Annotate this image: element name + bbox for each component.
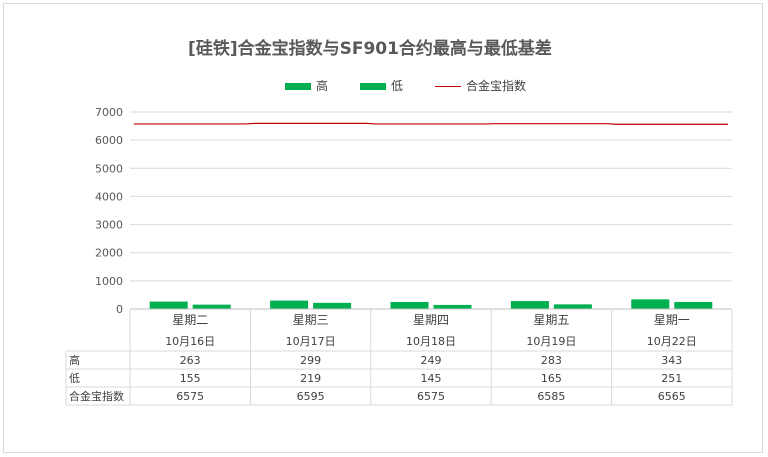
table-cell: 6595 <box>297 390 325 403</box>
table-cell: 343 <box>661 354 682 367</box>
table-cell: 283 <box>541 354 562 367</box>
legend-label-index: 合金宝指数 <box>466 79 527 93</box>
category-weekday-label: 星期一 <box>654 313 690 327</box>
legend-item-index: 合金宝指数 <box>435 77 526 94</box>
category-weekday-label: 星期三 <box>293 313 329 327</box>
y-tick-label: 3000 <box>95 219 123 232</box>
y-tick-label: 2000 <box>95 247 123 260</box>
table-cell: 219 <box>300 372 321 385</box>
table-cell: 263 <box>180 354 201 367</box>
table-cell: 249 <box>421 354 442 367</box>
category-date-label: 10月18日 <box>406 335 456 348</box>
bar-low <box>674 301 713 309</box>
table-cell: 6565 <box>658 390 686 403</box>
index-line <box>134 122 728 125</box>
table-cell: 6575 <box>417 390 445 403</box>
y-tick-label: 5000 <box>95 162 123 175</box>
legend-swatch-index <box>435 86 461 87</box>
legend-swatch-low <box>360 83 386 90</box>
y-tick-label: 6000 <box>95 134 123 147</box>
bar-low <box>192 304 231 309</box>
bar-low <box>553 304 592 309</box>
bar-low <box>313 302 352 309</box>
y-tick-label: 4000 <box>95 190 123 203</box>
table-cell: 145 <box>421 372 442 385</box>
y-tick-label: 7000 <box>95 106 123 119</box>
category-weekday-label: 星期五 <box>533 313 569 327</box>
legend-item-high: 高 <box>285 77 328 94</box>
table-cell: 6585 <box>537 390 565 403</box>
bar-low <box>433 304 472 309</box>
category-date-label: 10月16日 <box>165 335 215 348</box>
legend-swatch-high <box>285 83 311 90</box>
table-cell: 6575 <box>176 390 204 403</box>
legend-item-low: 低 <box>360 77 403 94</box>
category-date-label: 10月19日 <box>526 335 576 348</box>
category-date-label: 10月17日 <box>286 335 336 348</box>
table-row-label: 高 <box>69 353 80 367</box>
bar-high <box>270 300 309 309</box>
category-weekday-label: 星期四 <box>413 313 449 327</box>
table-cell: 155 <box>180 372 201 385</box>
bar-high <box>149 301 188 309</box>
category-weekday-label: 星期二 <box>172 313 208 327</box>
table-row-label: 合金宝指数 <box>69 389 124 403</box>
bar-high <box>390 301 429 309</box>
y-tick-label: 0 <box>116 303 123 316</box>
table-row-label: 低 <box>69 372 80 385</box>
bar-high <box>631 299 670 309</box>
table-cell: 299 <box>300 354 321 367</box>
table-cell: 251 <box>661 372 682 385</box>
bar-high <box>510 301 549 309</box>
table-cell: 165 <box>541 372 562 385</box>
category-date-label: 10月22日 <box>647 335 697 348</box>
chart-title: [硅铁]合金宝指数与SF901合约最高与最低基差 <box>188 39 552 59</box>
y-tick-label: 1000 <box>95 275 123 288</box>
legend-label-high: 高 <box>316 79 329 93</box>
legend-label-low: 低 <box>391 79 404 93</box>
